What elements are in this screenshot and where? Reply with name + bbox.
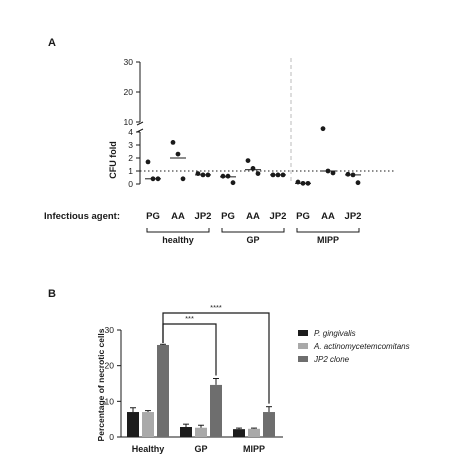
panel-b-legend-swatch [298,330,308,336]
panel-b-legend-label: JP2 clone [313,355,350,364]
panel-b-bar [195,427,207,437]
panel-b-legend-label: P. gingivalis [314,329,356,338]
panel-b-legend-label: A. actinomycetemcomitans [313,342,410,351]
panel-b-category-label: Healthy [132,444,165,454]
panel-b-legend-swatch [298,356,308,362]
panel-a-data-point [255,171,261,177]
panel-b-ylabel: Percentage of necrotic cells [96,328,106,441]
panel-b-bar [142,412,154,437]
panel-b-bar [157,344,169,437]
panel-a-data-point [225,173,231,179]
panel-b-y-tick-label: 10 [105,396,115,406]
panel-a-group-label: GP [246,235,259,245]
panel-a-row-label: Infectious agent: [44,211,120,222]
panel-b-category-label: MIPP [243,444,265,454]
panel-b-bar [210,384,222,437]
panel-b-bar [248,428,260,437]
panel-a-y-tick-label: 3 [128,140,133,150]
panel-a-data-point [320,126,326,132]
panel-a-y-tick-label: 20 [124,87,134,97]
panel-a-data-point [245,158,251,164]
panel-a-group-bracket [221,228,285,233]
panel-a-category-label: AA [321,211,335,222]
panel-b-category-label: GP [194,444,207,454]
panel-a-y-tick-label: 4 [128,127,133,137]
panel-a-axis-break-mark [136,121,144,126]
panel-a-data-point [330,170,336,176]
panel-a-data-point [230,180,236,186]
panel-a-category-label: JP2 [270,211,287,222]
panel-a-category-label: PG [146,211,160,222]
panel-a-data-point [170,140,176,145]
panel-a-y-tick-label: 30 [124,57,134,67]
panel-a-group-bracket [296,228,360,233]
panel-a-data-point [145,159,151,165]
panel-b-significance-label: **** [210,303,222,312]
panel-a-category-label: AA [246,211,260,222]
panel-b-bar [180,427,192,437]
panel-b-y-tick-label: 0 [109,432,114,442]
panel-a-category-label: PG [221,211,235,222]
panel-a-group-label: MIPP [317,235,339,245]
panel-a-label: A [48,37,56,49]
panel-a-group-label: healthy [162,235,194,245]
panel-b-bar [263,412,275,437]
panel-a-data-point [355,180,361,186]
panel-a-y-tick-label: 1 [128,166,133,176]
panel-a-data-point [220,173,226,179]
panel-b-bar [127,412,139,437]
panel-a-data-point [180,176,186,182]
panel-a-chart: 0 1 2 3 410 20 30 PG AA JP2 PG AA JP2 PG AA JP2 healthy G… [124,57,395,245]
panel-a-group-bracket [146,228,210,233]
panel-b-significance-bracket [162,323,217,376]
panel-b-significance-label: *** [185,314,194,323]
panel-b-bar [233,429,245,437]
panel-b-y-tick-label: 20 [105,361,115,371]
panel-a-y-tick-label: 10 [124,117,134,127]
panel-b-y-tick-label: 30 [105,325,115,335]
panel-a-category-label: PG [296,211,310,222]
panel-a-data-point [175,151,181,157]
panel-a-y-tick-label: 0 [128,179,133,189]
panel-b-label: B [48,288,56,300]
panel-a-category-label: JP2 [345,211,362,222]
panel-a-category-label: AA [171,211,185,222]
panel-a-category-label: JP2 [195,211,212,222]
panel-a-y-tick-label: 2 [128,153,133,163]
panel-a-data-point [345,171,351,177]
panel-b-legend-swatch [298,343,308,349]
panel-a-ylabel: CFU fold [108,141,118,179]
